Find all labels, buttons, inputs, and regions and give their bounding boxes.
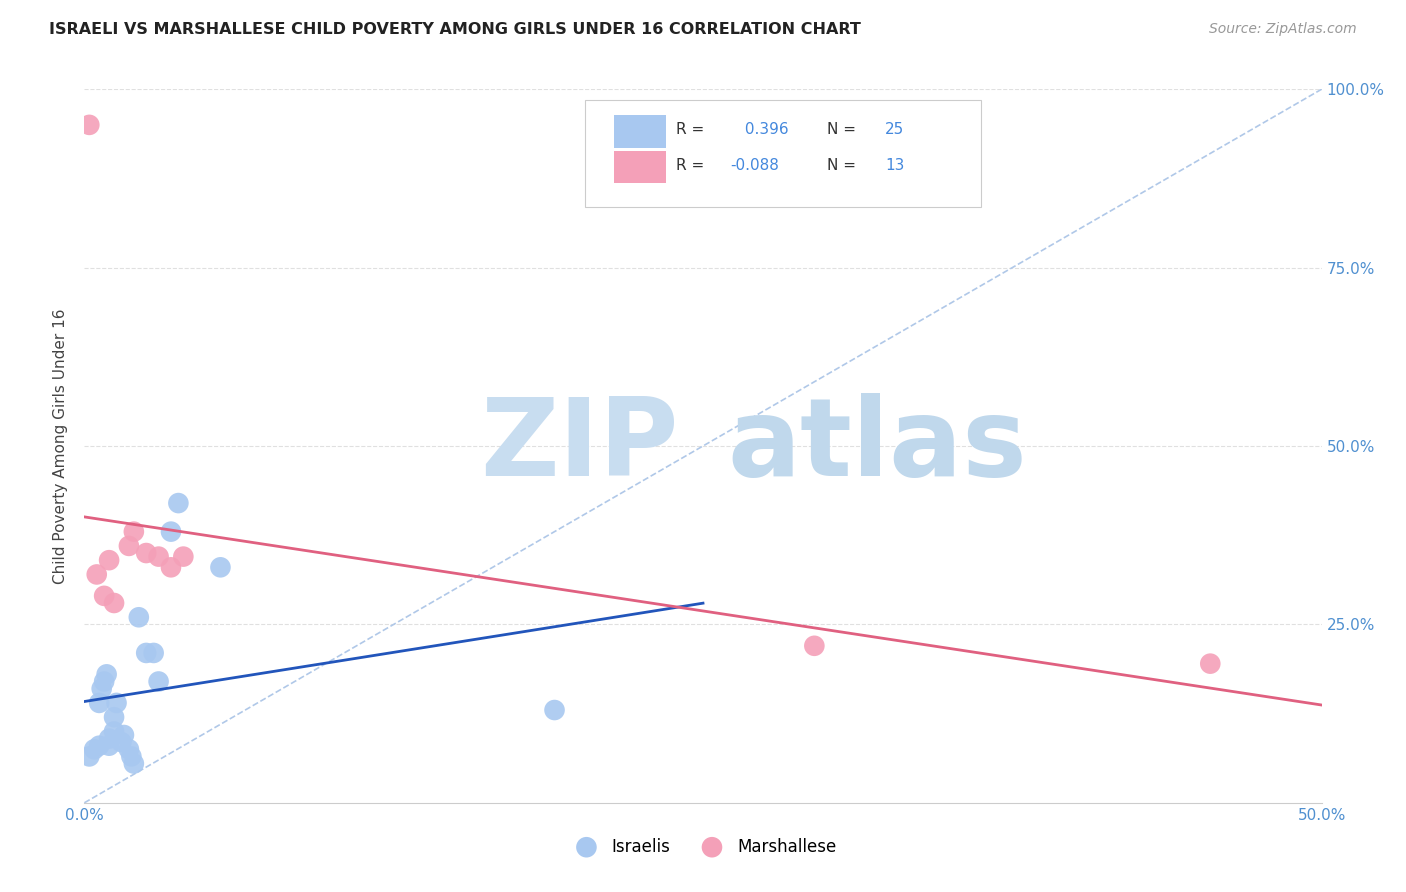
Point [98, 731, 121, 746]
Point [122, 756, 145, 771]
Point [89, 696, 111, 710]
Point [1199, 657, 1222, 671]
FancyBboxPatch shape [585, 100, 981, 207]
Point [172, 549, 194, 564]
Text: 0.396: 0.396 [740, 122, 789, 137]
Point [110, 735, 132, 749]
Text: R =: R = [676, 122, 709, 137]
Text: N =: N = [827, 158, 860, 173]
Point [122, 524, 145, 539]
Y-axis label: Child Poverty Among Girls Under 16: Child Poverty Among Girls Under 16 [53, 309, 69, 583]
Point [142, 646, 165, 660]
Text: R =: R = [676, 158, 709, 173]
Text: ZIP: ZIP [479, 393, 678, 499]
Point [167, 496, 190, 510]
Point [209, 560, 232, 574]
Text: ISRAELI VS MARSHALLESE CHILD POVERTY AMONG GIRLS UNDER 16 CORRELATION CHART: ISRAELI VS MARSHALLESE CHILD POVERTY AMO… [49, 22, 860, 37]
Point [128, 610, 150, 624]
Point [90, 681, 112, 696]
Text: 25: 25 [884, 122, 904, 137]
Point [118, 539, 141, 553]
Point [93, 589, 115, 603]
Text: N =: N = [827, 122, 860, 137]
Point [93, 674, 115, 689]
Point [98, 739, 121, 753]
Legend: Israelis, Marshallese: Israelis, Marshallese [564, 831, 842, 863]
Text: -0.088: -0.088 [730, 158, 779, 173]
Point [83, 742, 105, 756]
Point [89, 739, 111, 753]
Point [86, 567, 108, 582]
Point [135, 646, 157, 660]
Point [135, 546, 157, 560]
Text: Source: ZipAtlas.com: Source: ZipAtlas.com [1209, 22, 1357, 37]
Point [103, 596, 125, 610]
FancyBboxPatch shape [614, 151, 666, 184]
Point [803, 639, 825, 653]
Point [103, 710, 125, 724]
Point [98, 553, 121, 567]
FancyBboxPatch shape [614, 115, 666, 148]
Text: 13: 13 [884, 158, 904, 173]
Point [160, 560, 183, 574]
Point [120, 749, 142, 764]
Point [148, 549, 170, 564]
Point [148, 674, 170, 689]
Point [112, 728, 135, 742]
Point [79, 118, 101, 132]
Point [160, 524, 183, 539]
Point [543, 703, 565, 717]
Point [105, 696, 128, 710]
Point [96, 667, 118, 681]
Point [79, 749, 101, 764]
Point [103, 724, 125, 739]
Text: atlas: atlas [728, 393, 1028, 499]
Point [118, 742, 141, 756]
